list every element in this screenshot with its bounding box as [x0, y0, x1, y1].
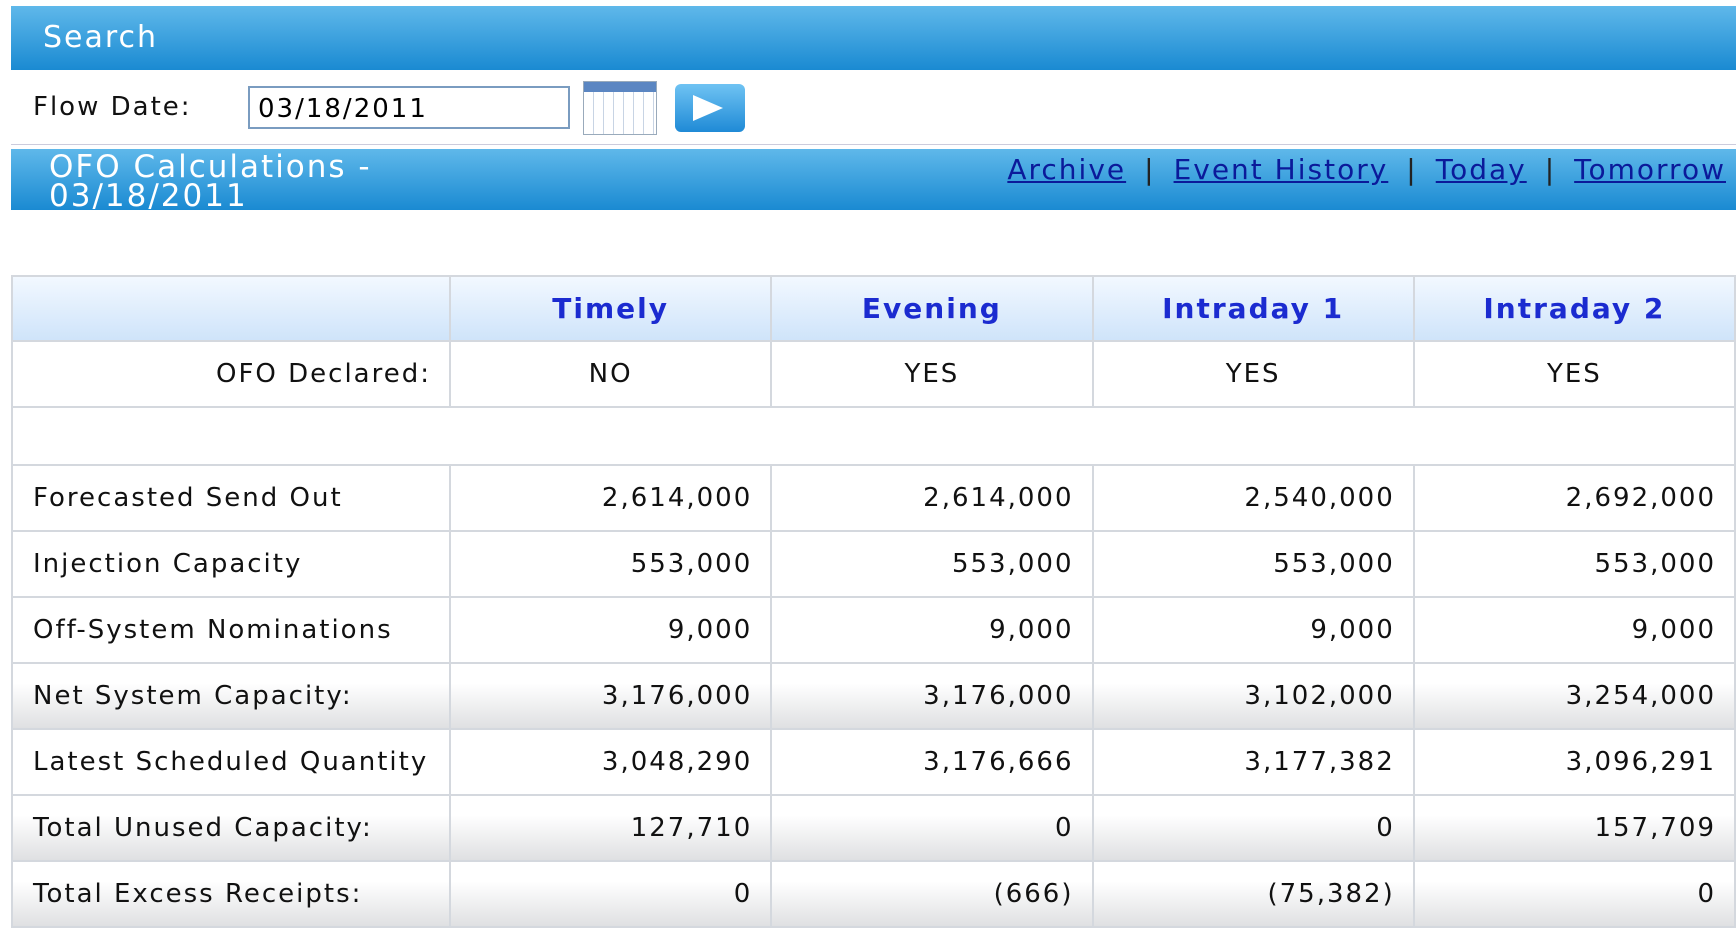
cell: YES: [770, 340, 1094, 408]
column-header: Intraday 1: [1091, 275, 1415, 342]
row-label: Total Unused Capacity:: [11, 794, 451, 862]
data-row: OFO Declared: NO YES YES YES: [11, 340, 1736, 408]
data-row: Net System Capacity: 3,176,000 3,176,000 3,…: [11, 662, 1736, 730]
data-row: Total Excess Receipts: 0 (666) (75,382) 0: [11, 860, 1736, 928]
cell: 3,176,000: [770, 662, 1094, 730]
cell: (666): [770, 860, 1094, 928]
cell: 3,177,382: [1091, 728, 1415, 796]
nav-link[interactable]: Today: [1388, 153, 1526, 186]
cell: 3,102,000: [1091, 662, 1415, 730]
cell: 9,000: [448, 596, 773, 664]
column-header: Timely: [448, 275, 773, 342]
cell: YES: [1412, 340, 1736, 408]
calendar-button[interactable]: [583, 81, 657, 135]
go-button[interactable]: [675, 84, 745, 132]
cell: 0: [1091, 794, 1415, 862]
cell: 2,614,000: [448, 464, 773, 532]
cell: 553,000: [770, 530, 1094, 598]
header-row: Timely Evening Intraday 1 Intraday 2: [11, 275, 1736, 342]
cell: 2,692,000: [1412, 464, 1736, 532]
cell: 3,096,291: [1412, 728, 1736, 796]
cell: 9,000: [1412, 596, 1736, 664]
nav-link[interactable]: Event History: [1126, 153, 1388, 186]
cell: 157,709: [1412, 794, 1736, 862]
cell: 0: [448, 860, 773, 928]
header-cell: [11, 275, 451, 342]
flow-date-input[interactable]: 03/18/2011: [248, 86, 570, 129]
data-row: Injection Capacity 553,000 553,000 553,000 5…: [11, 530, 1736, 598]
row-label: Forecasted Send Out: [11, 464, 451, 532]
flow-date-label: Flow Date:: [33, 92, 192, 122]
cell: (75,382): [1091, 860, 1415, 928]
cell: 3,176,666: [770, 728, 1094, 796]
nav-link[interactable]: Tomorrow: [1527, 153, 1726, 186]
row-label: Latest Scheduled Quantity: [11, 728, 451, 796]
nav-link[interactable]: Archive: [1007, 153, 1127, 186]
search-title: Search: [43, 20, 159, 55]
cell: 3,176,000: [448, 662, 773, 730]
search-header: Search: [11, 6, 1736, 70]
data-row: Total Unused Capacity: 127,710 0 0 157,709: [11, 794, 1736, 862]
cell: 0: [770, 794, 1094, 862]
data-row: Latest Scheduled Quantity 3,048,290 3,176,…: [11, 728, 1736, 796]
section-title: OFO Calculations - 03/18/2011: [49, 149, 372, 211]
cell: 9,000: [770, 596, 1094, 664]
cell: 3,254,000: [1412, 662, 1736, 730]
column-header: Intraday 2: [1412, 275, 1736, 342]
cell: 9,000: [1091, 596, 1415, 664]
cell: NO: [448, 340, 773, 408]
data-row: Off-System Nominations 9,000 9,000 9,000 9,0…: [11, 596, 1736, 664]
cell: 2,614,000: [770, 464, 1094, 532]
row-label: Total Excess Receipts:: [11, 860, 451, 928]
cell: 553,000: [448, 530, 773, 598]
cell: 2,540,000: [1091, 464, 1415, 532]
spacer-row: [11, 406, 1736, 466]
cell: 127,710: [448, 794, 773, 862]
spacer-cell: [11, 406, 1736, 466]
row-label: Off-System Nominations: [11, 596, 451, 664]
section-header: OFO Calculations - 03/18/2011 ArchiveEve…: [11, 149, 1736, 210]
cell: 0: [1412, 860, 1736, 928]
cell: 3,048,290: [448, 728, 773, 796]
data-row: Forecasted Send Out 2,614,000 2,614,000 2,5…: [11, 464, 1736, 532]
ofo-table: Timely Evening Intraday 1 Intraday 2 OFO Dec…: [11, 275, 1736, 928]
cell: YES: [1091, 340, 1415, 408]
row-label: Net System Capacity:: [11, 662, 451, 730]
links: ArchiveEvent HistoryTodayTomorrow: [1007, 153, 1726, 186]
row-label: OFO Declared:: [11, 340, 451, 408]
column-header: Evening: [770, 275, 1094, 342]
cell: 553,000: [1091, 530, 1415, 598]
row-label: Injection Capacity: [11, 530, 451, 598]
flow-date-row: Flow Date: 03/18/2011: [11, 70, 1736, 145]
cell: 553,000: [1412, 530, 1736, 598]
